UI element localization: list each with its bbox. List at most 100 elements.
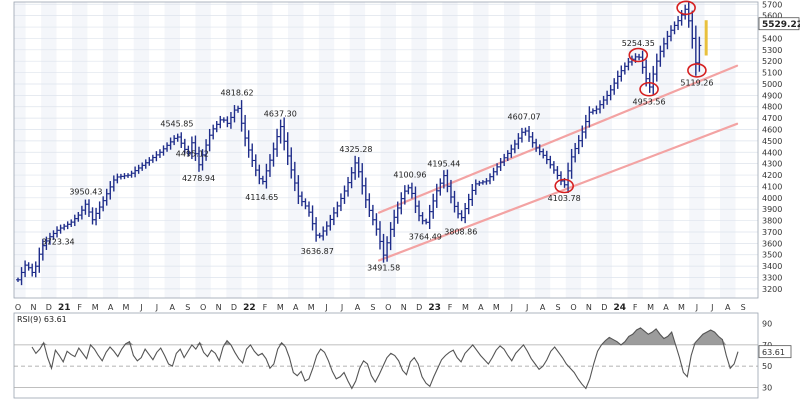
x-month-label: S [185,303,190,312]
month-stripe [149,2,165,298]
month-stripe [380,2,397,298]
y-tick-label: 4500 [762,137,782,146]
month-stripe [411,2,427,298]
month-stripe [102,2,119,298]
y-tick-label: 5000 [762,80,782,89]
price-annotation: 3636.87 [301,247,334,256]
price-annotation: 3491.58 [367,264,400,273]
x-month-label: N [30,303,36,312]
highlight-bar [704,20,708,56]
x-year-label: 24 [613,303,626,313]
x-month-label: M [462,303,469,312]
y-tick-label: 5400 [762,34,782,43]
y-tick-label: 4200 [762,171,782,180]
x-month-label: S [556,303,561,312]
price-annotation: 4495.12 [176,149,209,158]
x-month-label: J [340,303,343,312]
y-tick-label: 5100 [762,69,782,78]
price-annotation: 4100.96 [393,170,426,179]
month-stripe [272,2,289,298]
y-tick-label: 3600 [762,239,782,248]
y-tick-label: 3800 [762,217,782,226]
y-tick-label: 4900 [762,91,782,100]
x-month-label: A [540,303,546,312]
last-value-box [758,17,800,31]
price-annotation: 4607.07 [508,113,541,122]
x-year-label: 22 [243,303,256,313]
month-stripe [41,2,57,298]
price-annotation: 5119.26 [680,78,713,87]
x-month-label: J [710,303,713,312]
month-stripe [72,2,88,298]
month-stripe [689,2,705,298]
rsi-tick-label: 50 [762,362,772,371]
x-month-label: D [601,303,607,312]
price-annotation: 4195.44 [427,160,460,169]
rsi-overbought-fill [32,327,738,345]
month-stripe [735,2,751,298]
x-month-label: N [586,303,592,312]
x-month-label: M [308,303,315,312]
x-month-label: J [324,303,327,312]
circle-marker [687,63,707,78]
x-month-label: J [695,303,698,312]
trendline-lower-channel [377,122,739,262]
rsi-panel-frame [13,312,759,399]
month-stripe [704,2,721,298]
x-month-label: J [139,303,142,312]
y-tick-label: 4400 [762,148,782,157]
month-stripe [565,2,582,298]
x-month-label: J [510,303,513,312]
month-stripe [396,2,412,298]
x-month-label: N [401,303,407,312]
x-month-label: A [663,303,669,312]
price-annotation: 4278.94 [182,174,215,183]
y-tick-label: 3400 [762,262,782,271]
month-stripe [442,2,458,298]
x-month-label: N [216,303,222,312]
month-stripe [56,2,73,298]
circle-marker [639,81,659,97]
rsi-last-value-label: 63.61 [762,348,785,357]
x-month-label: A [478,303,484,312]
price-annotation: 3723.34 [42,237,75,246]
x-month-label: O [570,303,576,312]
month-stripe [164,2,181,298]
x-month-label: S [370,303,375,312]
trendline-upper-channel [377,64,739,214]
x-month-label: F [263,303,268,312]
price-annotation: 5254.35 [622,39,655,48]
y-tick-label: 5300 [762,46,782,55]
x-month-label: A [293,303,299,312]
x-year-label: 23 [428,303,441,313]
x-month-label: M [277,303,284,312]
x-month-label: F [448,303,453,312]
month-stripe [87,2,103,298]
y-tick-label: 5600 [762,12,782,21]
price-annotation: 4114.65 [245,193,278,202]
x-month-label: O [200,303,206,312]
month-stripe [519,2,535,298]
price-annotation: 4953.56 [633,97,666,106]
month-stripe [334,2,350,298]
x-month-label: F [633,303,638,312]
price-annotation: 4325.28 [339,145,372,154]
y-tick-label: 3500 [762,251,782,260]
x-month-label: J [525,303,528,312]
x-year-label: 21 [58,303,71,313]
x-month-label: A [725,303,731,312]
y-tick-label: 3200 [762,285,782,294]
x-month-label: D [416,303,422,312]
y-tick-label: 4000 [762,194,782,203]
month-stripe [581,2,597,298]
y-tick-label: 3900 [762,205,782,214]
month-stripe [473,2,489,298]
rsi-tick-label: 90 [762,320,772,329]
rsi-line [31,327,739,390]
price-annotation: 3950.43 [69,187,102,196]
price-annotation: 4818.62 [221,89,254,98]
month-stripe [349,2,366,298]
x-month-label: M [647,303,654,312]
y-tick-label: 4800 [762,103,782,112]
